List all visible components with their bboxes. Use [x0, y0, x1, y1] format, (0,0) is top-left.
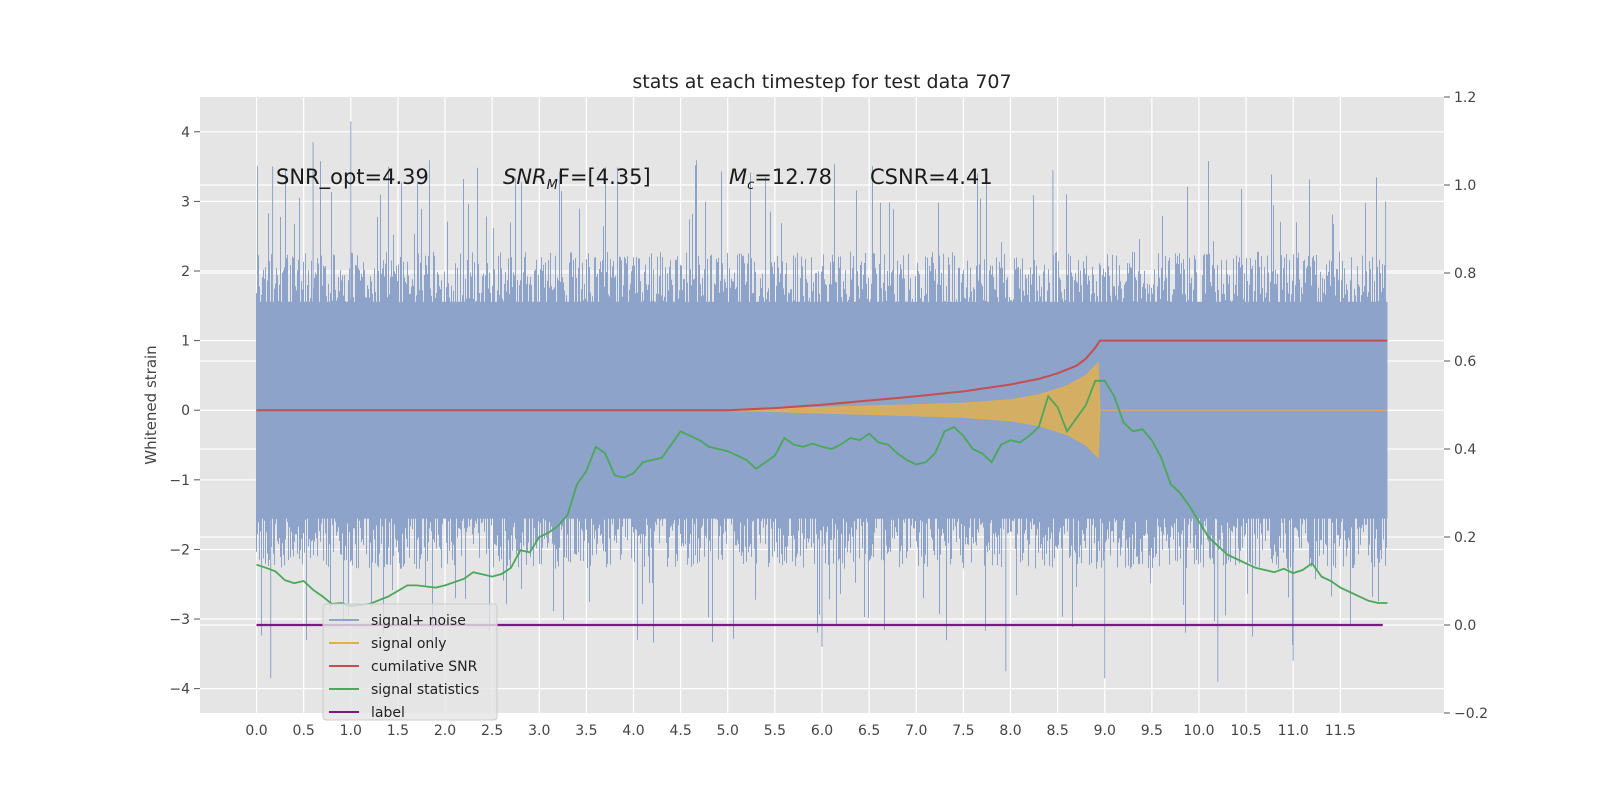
- y2-tick-label: 0.8: [1454, 266, 1476, 282]
- legend-entry-label: label: [371, 705, 405, 721]
- y-tick-label: −2: [169, 542, 190, 558]
- signal-only-line: [256, 361, 1388, 459]
- legend-entry-label: signal statistics: [371, 682, 479, 698]
- x-tick-label: 3.0: [528, 723, 550, 739]
- snr-opt-annotation: SNR_opt=4.39: [276, 165, 429, 190]
- y2-tick-label: 0.0: [1454, 618, 1476, 634]
- x-tick-label: 10.0: [1183, 723, 1214, 739]
- y2-tick-label: −0.2: [1454, 706, 1488, 722]
- chart-title: stats at each timestep for test data 707: [632, 71, 1011, 93]
- axes: 0.0 0.5 1.0 1.5 2.0 2.5 3.0 3.5 4.0 4.5 5.0 5.5 6.0 6…: [169, 90, 1488, 739]
- snr-mf-subscript: M: [547, 178, 558, 193]
- x-tick-label: 1.0: [340, 723, 362, 739]
- y-tick-label: 1: [181, 334, 190, 350]
- y-axis-label: Whitened strain: [142, 345, 160, 464]
- x-tick-label: 5.0: [717, 723, 739, 739]
- legend-entry-label: cumilative SNR: [371, 659, 478, 675]
- snr-mf-main: SNR: [503, 165, 547, 189]
- y-tick-label: 4: [181, 125, 190, 141]
- x-tick-label: 6.0: [811, 723, 833, 739]
- x-tick-label: 7.0: [905, 723, 927, 739]
- y2-tick-label: 1.0: [1454, 178, 1476, 194]
- legend-entry-label: signal only: [371, 636, 446, 652]
- csnr-annotation: CSNR=4.41: [870, 165, 993, 189]
- mc-subscript: c: [747, 178, 754, 193]
- x-tick-label: 6.5: [858, 723, 880, 739]
- cumulative-snr-line: [256, 339, 1388, 412]
- y-tick-label: −1: [169, 473, 190, 489]
- x-tick-label: 9.0: [1094, 723, 1116, 739]
- x-tick-label: 4.5: [670, 723, 692, 739]
- snr-mf-annotation: SNRMF=[4.35]: [503, 165, 651, 193]
- x-tick-label: 10.5: [1231, 723, 1262, 739]
- x-tick-label: 11.5: [1325, 723, 1356, 739]
- x-tick-label: 0.5: [293, 723, 315, 739]
- y2-tick-label: 0.2: [1454, 530, 1476, 546]
- x-tick-label: 5.5: [764, 723, 786, 739]
- annotations: SNR_opt=4.39 SNRMF=[4.35] Mc=12.78 CSNR=…: [276, 165, 993, 193]
- x-tick-label: 2.0: [434, 723, 456, 739]
- x-tick-label: 4.0: [622, 723, 644, 739]
- y-tick-label: 0: [181, 403, 190, 419]
- x-tick-label: 3.5: [575, 723, 597, 739]
- y2-tick-label: 0.6: [1454, 354, 1476, 370]
- x-tick-label: 2.5: [481, 723, 503, 739]
- snr-mf-value: F=[4.35]: [558, 165, 651, 189]
- x-tick-label: 8.5: [1046, 723, 1068, 739]
- x-tick-label: 7.5: [952, 723, 974, 739]
- signal-statistics-line: [256, 379, 1388, 608]
- x-tick-label: 9.5: [1141, 723, 1163, 739]
- x-tick-label: 11.0: [1278, 723, 1309, 739]
- y-tick-label: 3: [181, 194, 190, 210]
- mc-value: =12.78: [754, 165, 832, 189]
- y-tick-label: −4: [169, 682, 190, 698]
- y2-tick-label: 0.4: [1454, 442, 1476, 458]
- legend: signal+ noise signal only cumilative SNR si…: [322, 603, 498, 721]
- x-tick-label: 0.0: [245, 723, 267, 739]
- mc-annotation: Mc=12.78: [729, 165, 832, 193]
- mc-main: M: [729, 165, 747, 189]
- x-tick-label: 8.0: [999, 723, 1021, 739]
- y2-tick-label: 1.2: [1454, 90, 1476, 106]
- legend-box: [322, 603, 498, 721]
- legend-entry-label: signal+ noise: [371, 613, 466, 629]
- y-tick-label: 2: [181, 264, 190, 280]
- x-tick-label: 1.5: [387, 723, 409, 739]
- y-tick-label: −3: [169, 612, 190, 628]
